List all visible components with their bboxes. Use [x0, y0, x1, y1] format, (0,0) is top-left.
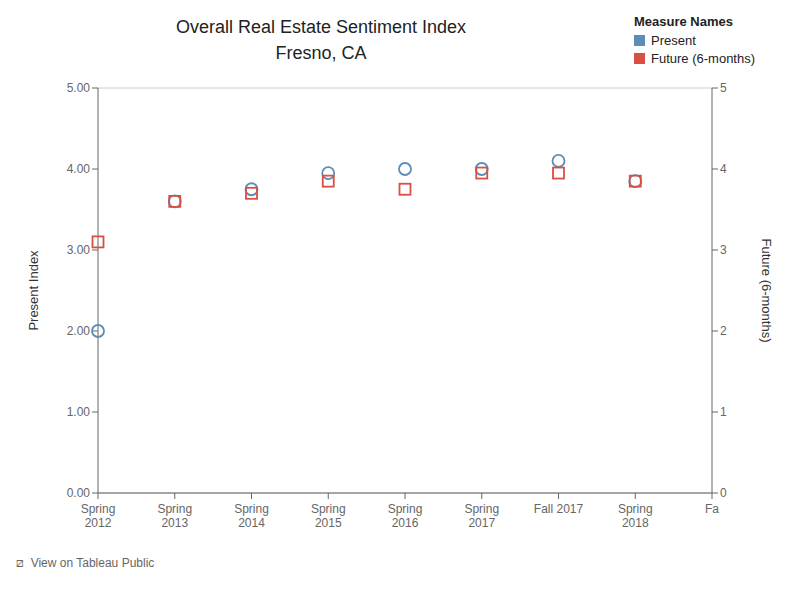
svg-text:3.00: 3.00	[67, 243, 91, 257]
svg-text:1: 1	[720, 405, 727, 419]
html-text:Measure Names: Measure Names	[634, 14, 733, 29]
html-text:Present: Present	[651, 33, 696, 48]
svg-text:3: 3	[720, 243, 727, 257]
svg-text:Spring2016: Spring2016	[388, 502, 423, 530]
svg-text:1.00: 1.00	[67, 405, 91, 419]
svg-text:4.00: 4.00	[67, 162, 91, 176]
svg-text:Spring2013: Spring2013	[157, 502, 192, 530]
svg-text:Future (6-months): Future (6-months)	[759, 238, 774, 342]
svg-text:Spring2015: Spring2015	[311, 502, 346, 530]
svg-text:Present Index: Present Index	[26, 250, 41, 331]
svg-text:4: 4	[720, 162, 727, 176]
svg-text:2.00: 2.00	[67, 324, 91, 338]
svg-text:0: 0	[720, 486, 727, 500]
svg-text:5: 5	[720, 81, 727, 95]
svg-text:Spring2012: Spring2012	[81, 502, 116, 530]
svg-text:Spring2018: Spring2018	[618, 502, 653, 530]
html-text:Fresno, CA: Fresno, CA	[275, 43, 367, 63]
svg-text:0.00: 0.00	[67, 486, 91, 500]
html-text:Overall Real Estate Sentiment: Overall Real Estate Sentiment Index	[175, 17, 467, 37]
svg-text:Fa: Fa	[705, 502, 719, 516]
svg-text:Fall 2017: Fall 2017	[534, 502, 584, 516]
svg-text:2: 2	[720, 324, 727, 338]
svg-text:5.00: 5.00	[67, 81, 91, 95]
html-text:Future (6-months): Future (6-months)	[651, 51, 755, 66]
svg-text:Spring2017: Spring2017	[464, 502, 499, 530]
svg-text:Spring2014: Spring2014	[234, 502, 269, 530]
html-text:⧄ View on Tableau Public: ⧄ View on Tableau Public	[16, 556, 155, 570]
